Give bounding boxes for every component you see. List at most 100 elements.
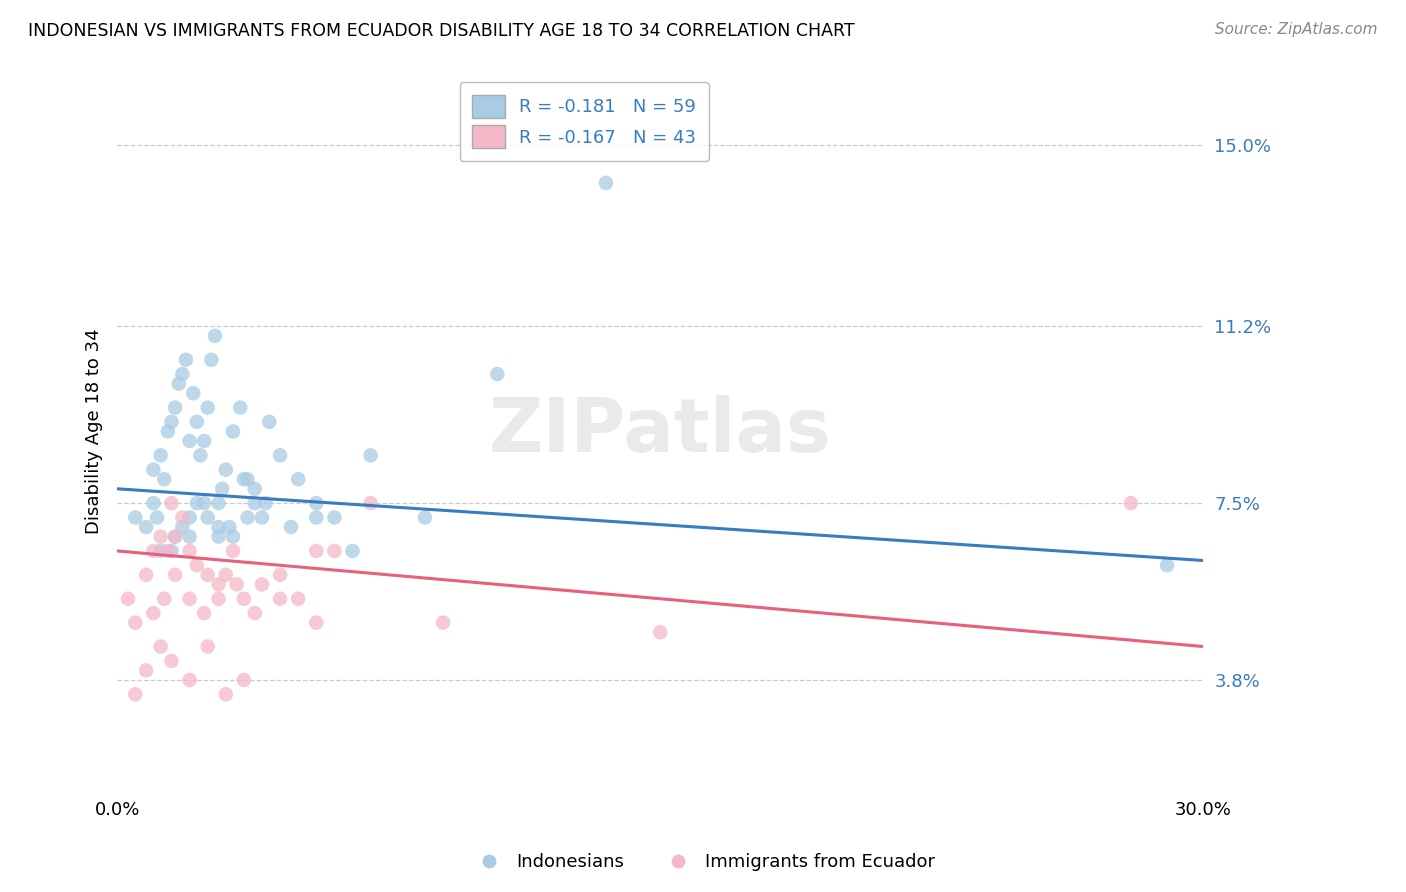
Point — [232, 472, 254, 486]
Legend: Indonesians, Immigrants from Ecuador: Indonesians, Immigrants from Ecuador — [464, 847, 942, 879]
Point — [211, 482, 233, 496]
Point — [124, 510, 146, 524]
Point — [142, 544, 165, 558]
Point — [432, 615, 454, 630]
Point — [269, 448, 291, 462]
Point — [215, 567, 238, 582]
Point — [305, 496, 328, 510]
Point — [165, 530, 187, 544]
Point — [207, 496, 229, 510]
Point — [236, 510, 259, 524]
Point — [149, 640, 172, 654]
Point — [287, 472, 309, 486]
Point — [197, 567, 219, 582]
Point — [197, 401, 219, 415]
Point — [149, 448, 172, 462]
Point — [218, 520, 240, 534]
Point — [193, 606, 215, 620]
Point — [360, 448, 382, 462]
Point — [186, 558, 208, 573]
Point — [190, 448, 212, 462]
Y-axis label: Disability Age 18 to 34: Disability Age 18 to 34 — [86, 328, 103, 534]
Point — [160, 544, 183, 558]
Point — [204, 329, 226, 343]
Point — [280, 520, 302, 534]
Point — [160, 496, 183, 510]
Point — [269, 567, 291, 582]
Point — [200, 352, 222, 367]
Point — [179, 673, 201, 687]
Point — [254, 496, 277, 510]
Point — [174, 352, 197, 367]
Point — [181, 386, 204, 401]
Point — [197, 510, 219, 524]
Point — [243, 606, 266, 620]
Point — [250, 510, 273, 524]
Point — [197, 640, 219, 654]
Point — [207, 520, 229, 534]
Point — [305, 615, 328, 630]
Point — [172, 520, 194, 534]
Point — [124, 687, 146, 701]
Point — [595, 176, 617, 190]
Point — [342, 544, 364, 558]
Point — [149, 530, 172, 544]
Point — [360, 496, 382, 510]
Point — [153, 472, 176, 486]
Point — [186, 496, 208, 510]
Point — [146, 510, 169, 524]
Point — [413, 510, 436, 524]
Point — [172, 510, 194, 524]
Text: Source: ZipAtlas.com: Source: ZipAtlas.com — [1215, 22, 1378, 37]
Point — [1156, 558, 1178, 573]
Point — [305, 544, 328, 558]
Point — [165, 530, 187, 544]
Point — [179, 510, 201, 524]
Point — [222, 425, 245, 439]
Point — [323, 544, 346, 558]
Point — [153, 591, 176, 606]
Text: ZIPatlas: ZIPatlas — [489, 395, 831, 468]
Point — [179, 434, 201, 448]
Point — [193, 496, 215, 510]
Point — [172, 367, 194, 381]
Point — [142, 496, 165, 510]
Point — [1119, 496, 1142, 510]
Point — [287, 591, 309, 606]
Point — [232, 591, 254, 606]
Point — [124, 615, 146, 630]
Point — [156, 544, 179, 558]
Point — [179, 530, 201, 544]
Point — [135, 664, 157, 678]
Point — [179, 591, 201, 606]
Point — [160, 415, 183, 429]
Point — [215, 463, 238, 477]
Legend: R = -0.181   N = 59, R = -0.167   N = 43: R = -0.181 N = 59, R = -0.167 N = 43 — [460, 82, 709, 161]
Point — [207, 591, 229, 606]
Point — [193, 434, 215, 448]
Point — [207, 577, 229, 591]
Point — [323, 510, 346, 524]
Text: INDONESIAN VS IMMIGRANTS FROM ECUADOR DISABILITY AGE 18 TO 34 CORRELATION CHART: INDONESIAN VS IMMIGRANTS FROM ECUADOR DI… — [28, 22, 855, 40]
Point — [149, 544, 172, 558]
Point — [186, 415, 208, 429]
Point — [269, 591, 291, 606]
Point — [305, 510, 328, 524]
Point — [165, 401, 187, 415]
Point — [229, 401, 252, 415]
Point — [117, 591, 139, 606]
Point — [179, 544, 201, 558]
Point — [160, 654, 183, 668]
Point — [650, 625, 672, 640]
Point — [215, 687, 238, 701]
Point — [486, 367, 509, 381]
Point — [232, 673, 254, 687]
Point — [222, 544, 245, 558]
Point — [222, 530, 245, 544]
Point — [243, 496, 266, 510]
Point — [243, 482, 266, 496]
Point — [167, 376, 190, 391]
Point — [142, 606, 165, 620]
Point — [236, 472, 259, 486]
Point — [135, 520, 157, 534]
